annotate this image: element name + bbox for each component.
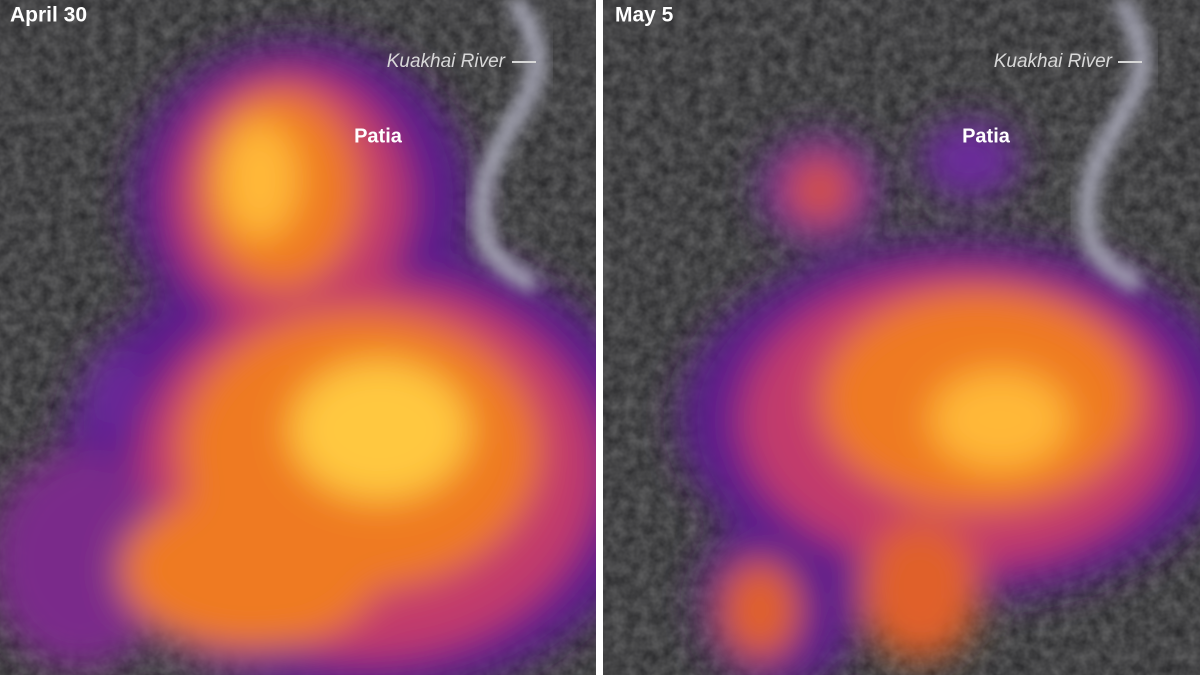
panel-right	[603, 0, 1200, 675]
date-label: May 5	[615, 4, 674, 27]
date-label: April 30	[10, 4, 87, 27]
river-label: Kuakhai River	[994, 51, 1113, 72]
river-label: Kuakhai River	[387, 51, 506, 72]
place-label: Patia	[354, 125, 403, 147]
panel-left	[0, 0, 596, 675]
place-label: Patia	[962, 125, 1011, 147]
